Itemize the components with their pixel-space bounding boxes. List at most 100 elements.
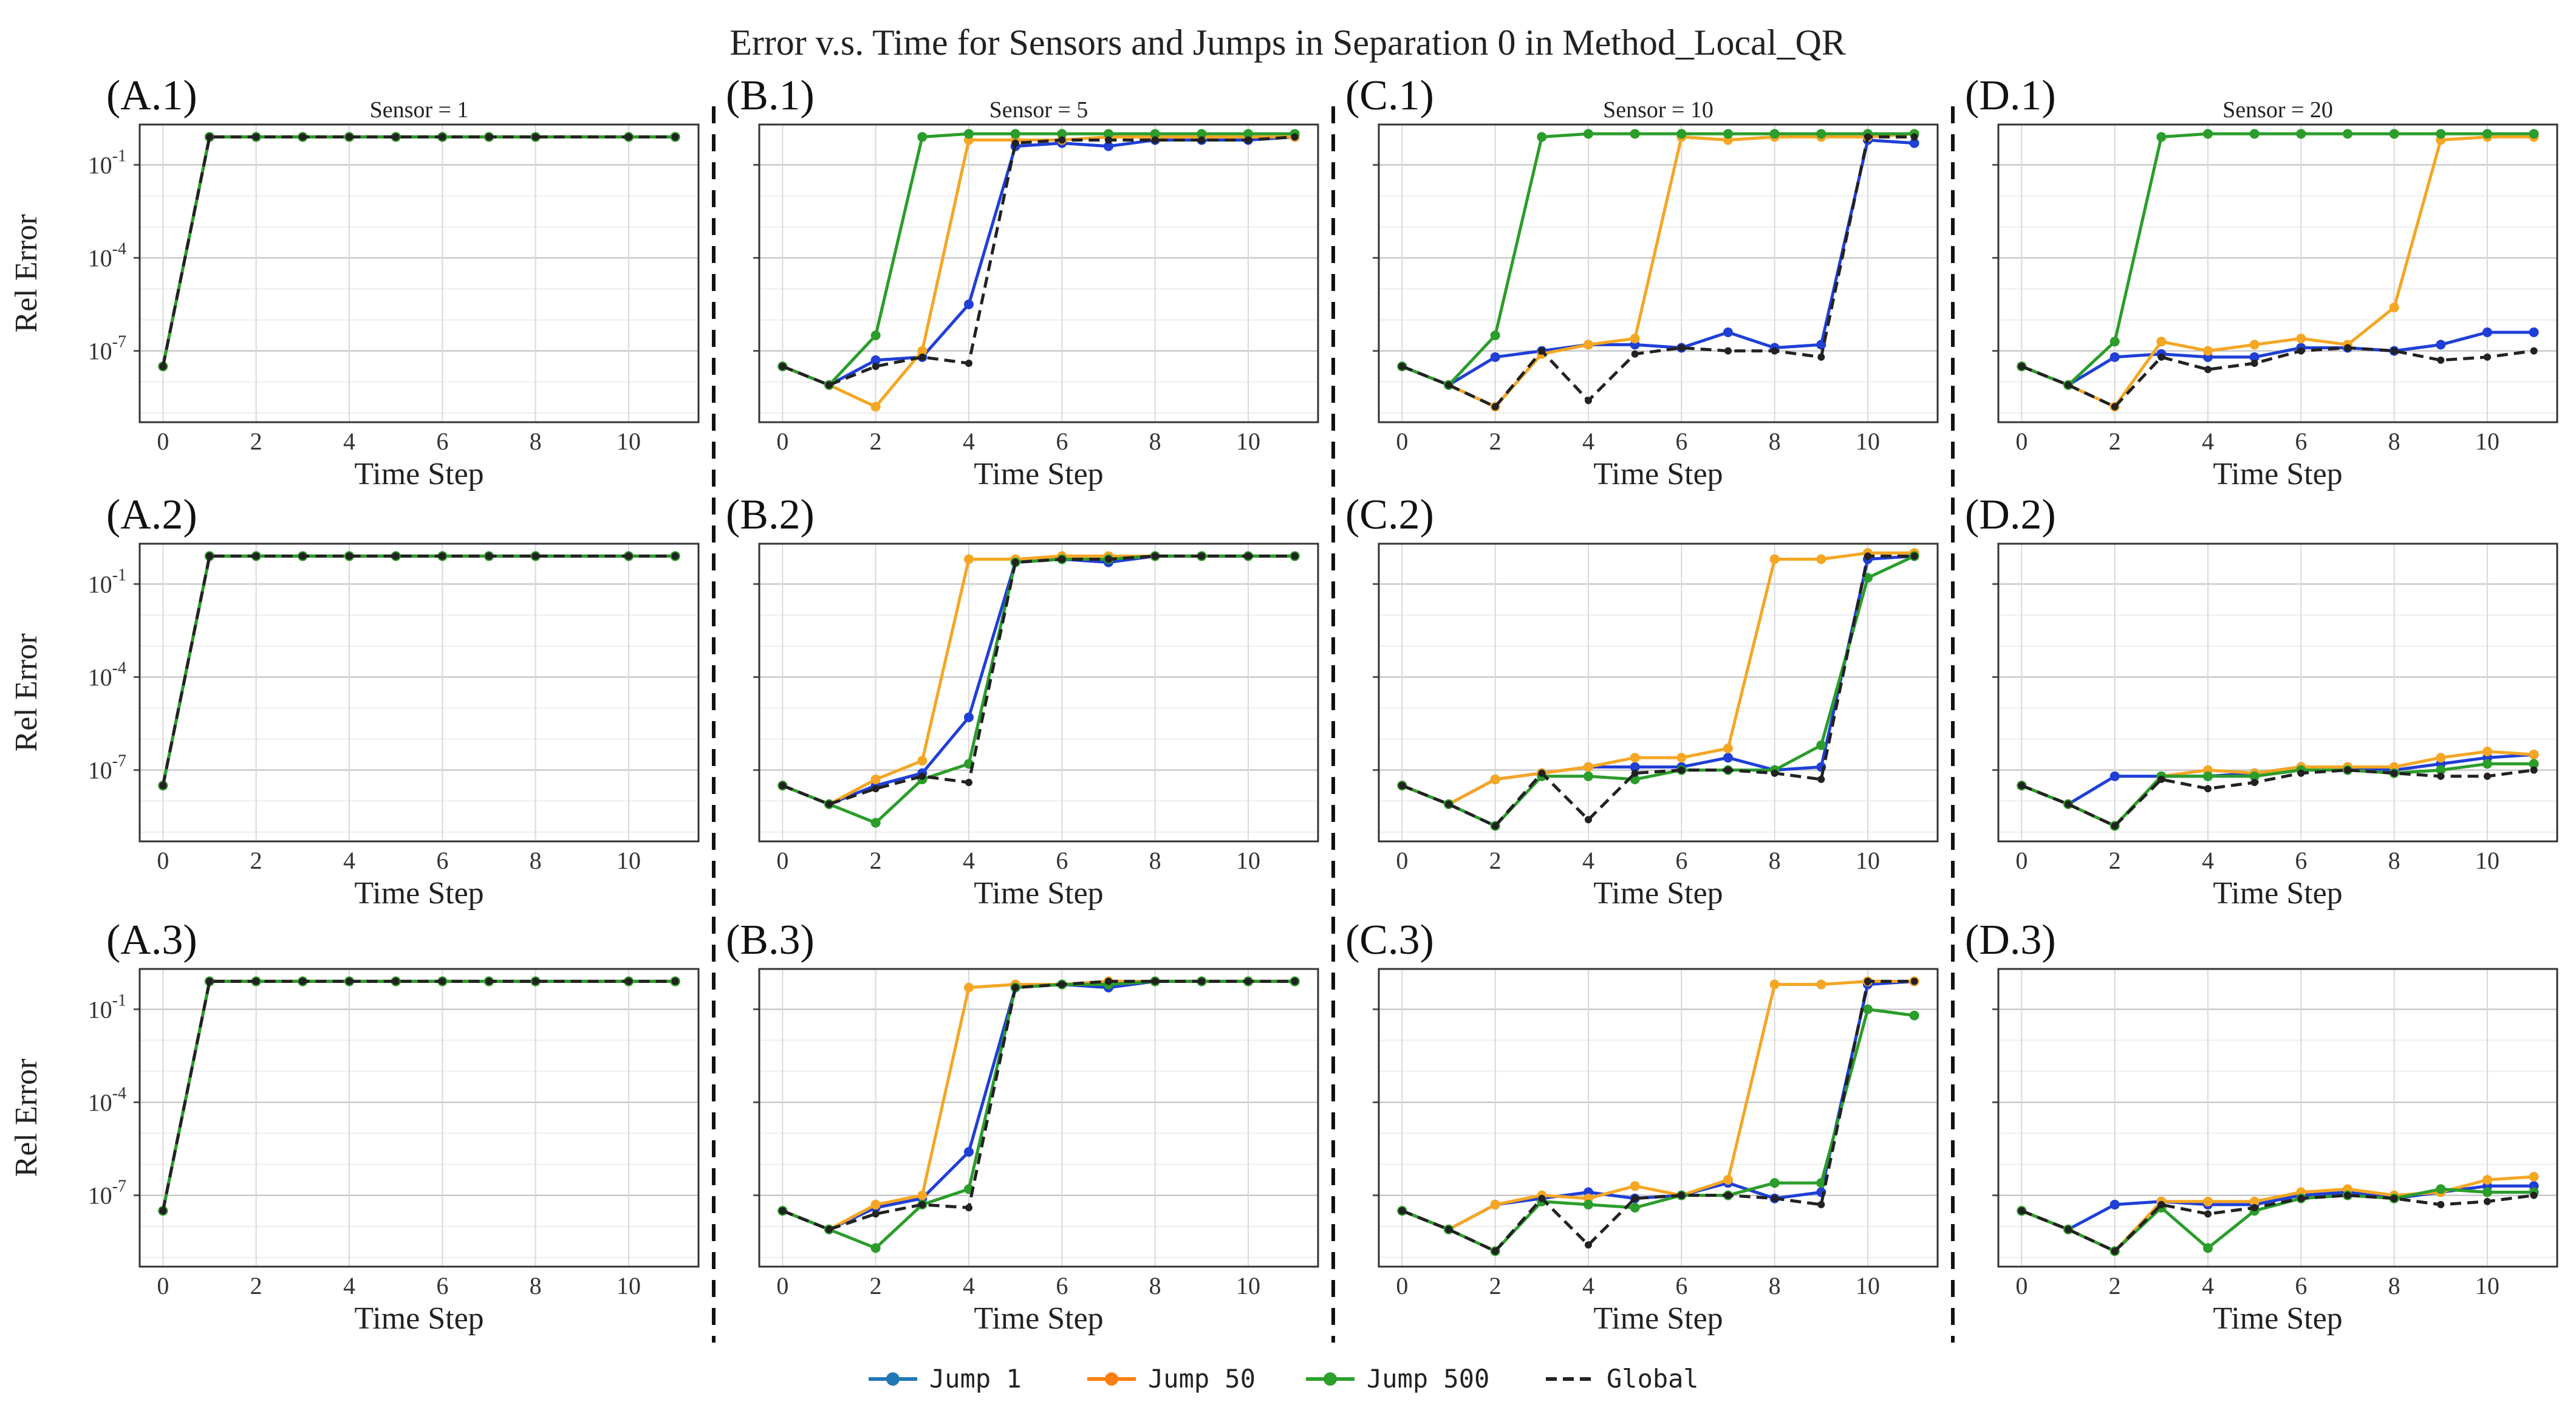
x-tick-label: 6 xyxy=(436,1272,448,1299)
data-point-global xyxy=(1538,1194,1546,1202)
series-line-jump50 xyxy=(1401,979,1915,1231)
x-tick-label: 8 xyxy=(1149,1272,1161,1299)
x-tick-label: 10 xyxy=(1236,1272,1260,1299)
data-point-jump50 xyxy=(917,756,928,766)
subplot-A1: (A.1) Sensor = 1 0 2 4 6 8 10 10-1 10-4 10-7 Time S… xyxy=(9,72,700,491)
data-point-jump1 xyxy=(1490,352,1500,362)
x-tick-label: 0 xyxy=(157,847,169,874)
x-tick-label: 6 xyxy=(1056,1272,1068,1299)
data-point-jump1 xyxy=(2110,1199,2120,1210)
x-tick-label: 6 xyxy=(1056,428,1068,455)
data-point-global xyxy=(2065,381,2072,389)
x-axis-label: Time Step xyxy=(2213,1301,2342,1336)
subplot-A2: (A.2) 0 2 4 6 8 10 10-1 10-4 10-7 Time Step Rel Err… xyxy=(9,491,700,911)
data-point-jump500 xyxy=(1769,129,1780,139)
data-point-global xyxy=(2018,782,2026,790)
data-point-jump50 xyxy=(1723,743,1733,753)
series-line-jump1 xyxy=(2021,330,2534,387)
data-point-global xyxy=(2344,344,2351,352)
series-line-global xyxy=(1401,135,1915,408)
x-tick-label: 4 xyxy=(343,1272,355,1299)
data-point-global xyxy=(299,133,307,141)
sensor-title: Sensor = 1 xyxy=(370,97,469,123)
data-point-jump500 xyxy=(1584,129,1593,139)
legend-marker-jump500 xyxy=(1324,1372,1337,1386)
data-point-global xyxy=(1864,133,1871,141)
subplot-D2: (D.2) 0 2 4 6 8 10 Time Step xyxy=(1965,491,2558,911)
data-point-global xyxy=(1864,552,1871,560)
data-point-jump500 xyxy=(1723,129,1733,139)
x-axis-label: Time Step xyxy=(354,1301,483,1336)
data-point-jump50 xyxy=(1584,762,1593,772)
x-tick-label: 2 xyxy=(1489,1272,1502,1299)
x-tick-label: 6 xyxy=(1675,1272,1687,1299)
data-point-jump1 xyxy=(964,712,974,722)
data-point-global xyxy=(439,133,446,141)
data-point-jump50 xyxy=(2482,746,2492,756)
data-point-global xyxy=(1817,775,1825,783)
x-tick-label: 2 xyxy=(870,1272,882,1299)
data-point-global xyxy=(2297,347,2305,355)
data-point-global xyxy=(779,363,787,371)
x-tick-label: 8 xyxy=(1769,847,1781,874)
data-point-jump50 xyxy=(2529,1171,2539,1182)
series-line-jump500 xyxy=(1401,132,1915,387)
y-tick-label: 10-4 xyxy=(88,239,126,272)
x-tick-label: 2 xyxy=(1489,847,1502,874)
y-tick-label: 10-7 xyxy=(88,1177,126,1210)
x-tick-label: 2 xyxy=(2109,428,2121,455)
data-point-global xyxy=(252,552,260,560)
plot-frame xyxy=(138,123,700,423)
plot-area xyxy=(140,544,699,841)
x-tick-label: 6 xyxy=(2295,1272,2307,1299)
data-point-global xyxy=(2157,775,2165,783)
x-axis-label: Time Step xyxy=(974,457,1103,491)
x-tick-label: 6 xyxy=(2295,428,2307,455)
data-point-global xyxy=(918,353,926,361)
legend-marker-jump50 xyxy=(1105,1372,1118,1386)
subplot-C2: (C.2) 0 2 4 6 8 10 Time Step xyxy=(1345,491,1939,911)
data-point-global xyxy=(2065,800,2072,808)
x-tick-label: 4 xyxy=(963,1272,975,1299)
data-point-global xyxy=(1724,1191,1732,1199)
data-point-global xyxy=(206,977,213,985)
data-point-jump50 xyxy=(1723,1175,1733,1185)
data-point-global xyxy=(671,133,679,141)
plot-frame xyxy=(1378,123,1939,423)
data-point-global xyxy=(2530,766,2538,774)
x-tick-label: 0 xyxy=(1396,847,1408,874)
data-point-global xyxy=(531,133,539,141)
data-point-jump1 xyxy=(870,355,881,365)
x-tick-label: 0 xyxy=(2015,428,2028,455)
data-point-global xyxy=(2297,1194,2305,1202)
plot-frame xyxy=(1997,123,2558,423)
series-line-global xyxy=(2021,346,2535,408)
data-point-global xyxy=(2018,363,2026,371)
data-point-global xyxy=(1011,558,1019,566)
data-point-jump1 xyxy=(1104,141,1113,151)
x-tick-label: 0 xyxy=(157,428,169,455)
data-point-global xyxy=(1724,766,1732,774)
data-point-jump500 xyxy=(870,1243,881,1253)
plot-frame xyxy=(1378,968,1939,1268)
data-point-jump1 xyxy=(2110,771,2120,781)
data-point-jump500 xyxy=(1537,132,1547,142)
data-point-global xyxy=(1398,782,1406,790)
data-point-jump500 xyxy=(2203,771,2213,781)
series-line-global xyxy=(782,979,1295,1231)
x-axis-label: Time Step xyxy=(1593,457,1723,491)
data-point-jump500 xyxy=(1150,129,1160,139)
data-point-global xyxy=(485,552,493,560)
subplot-D3: (D.3) 0 2 4 6 8 10 Time Step xyxy=(1965,917,2558,1336)
subplot-A3: (A.3) 0 2 4 6 8 10 10-1 10-4 10-7 Time Step Rel Err… xyxy=(9,917,700,1336)
x-tick-label: 0 xyxy=(157,1272,169,1299)
data-point-jump500 xyxy=(1197,129,1207,139)
plot-frame xyxy=(1378,542,1939,843)
series-line-jump50 xyxy=(1401,551,1915,806)
plot-frame xyxy=(138,542,700,843)
data-point-jump50 xyxy=(2249,1196,2260,1206)
x-axis-label: Time Step xyxy=(1593,1301,1723,1336)
data-point-global xyxy=(1910,977,1918,985)
subplot-B1: (B.1) Sensor = 5 0 2 4 6 8 10 Time Step xyxy=(726,72,1319,491)
data-point-jump50 xyxy=(2203,346,2213,356)
